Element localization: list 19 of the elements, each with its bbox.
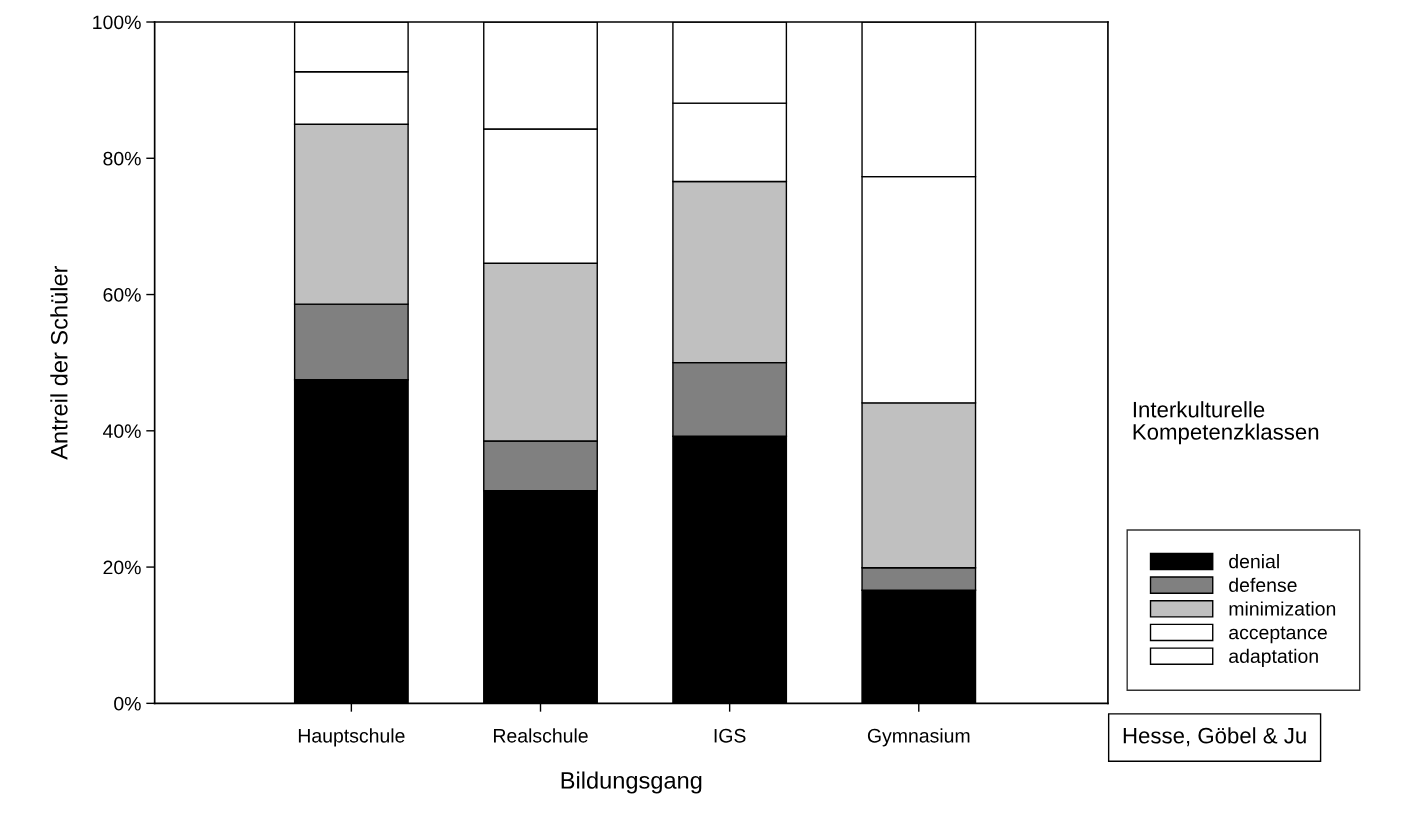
y-tick-label: 40%: [103, 424, 141, 439]
legend-label: denial: [1229, 554, 1279, 569]
x-axis-title: Bildungsgang: [561, 771, 702, 794]
y-tick-label: 20%: [103, 560, 141, 575]
legend-label: minimization: [1229, 601, 1336, 616]
x-tick-label: Gymnasium: [867, 728, 970, 747]
legend-label: acceptance: [1229, 626, 1327, 644]
legend-title: Interkulturelle Kompetenzklassen: [1133, 401, 1319, 445]
y-tick-label: 100%: [93, 15, 141, 30]
x-tick-label: IGS: [714, 728, 746, 743]
y-tick-label: 60%: [103, 288, 141, 302]
x-tick-label: Hauptschule: [298, 728, 405, 747]
y-tick-label: 0%: [114, 696, 141, 711]
legend-label: defense: [1229, 577, 1297, 593]
x-tick-label: Realschule: [494, 728, 588, 743]
text: Hesse, Göbel & Ju: [1123, 727, 1306, 747]
y-axis-title: Antreil der Schüler: [50, 265, 68, 460]
legend-label: adaptation: [1229, 648, 1318, 667]
y-tick-label: 80%: [103, 151, 141, 166]
